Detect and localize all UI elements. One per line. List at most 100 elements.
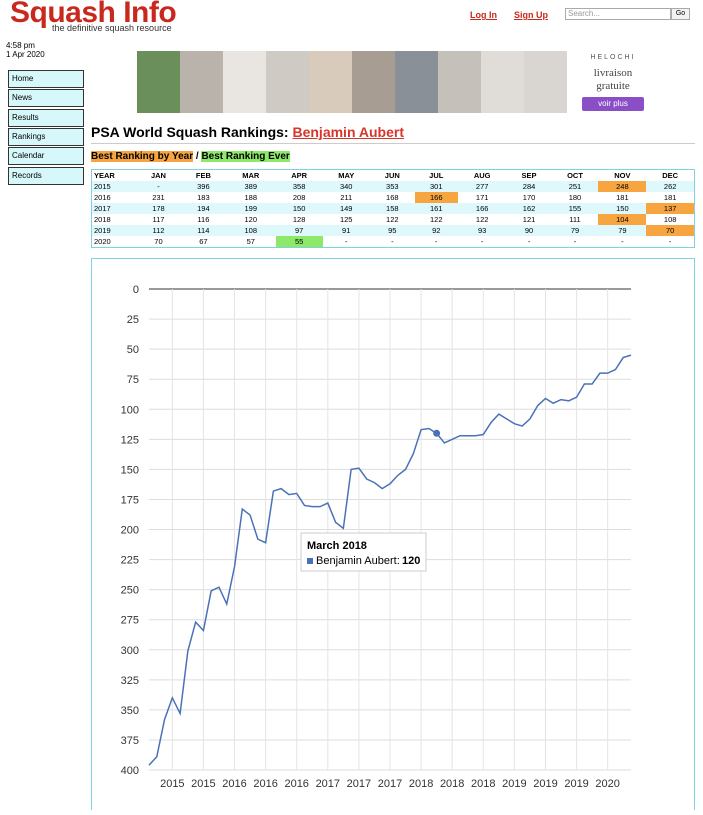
table-cell: 104 (598, 214, 647, 225)
x-tick-label: 2015 (160, 778, 184, 790)
table-cell: 171 (475, 193, 489, 202)
table-cell: 111 (569, 215, 581, 224)
x-tick-label: 2017 (378, 778, 402, 790)
table-cell: 116 (197, 215, 210, 224)
table-cell: 55 (275, 236, 323, 248)
x-tick-label: 2019 (502, 778, 526, 790)
y-tick-label: 175 (121, 494, 139, 506)
table-cell: - (527, 237, 531, 246)
legend-ever: Best Ranking Ever (201, 151, 290, 162)
x-tick-label: 2016 (253, 778, 277, 790)
y-tick-label: 125 (121, 434, 139, 446)
x-tick-label: 2020 (595, 778, 619, 790)
table-cell: 79 (551, 225, 599, 236)
table-cell: 183 (197, 193, 210, 202)
table-cell: 284 (506, 181, 552, 192)
table-cell: 91 (322, 225, 370, 236)
y-tick-label: 350 (121, 705, 139, 717)
table-cell: 170 (522, 193, 536, 202)
legend-sep: / (195, 151, 199, 162)
y-tick-label: 75 (127, 374, 139, 386)
table-cell: 158 (369, 203, 415, 214)
table-cell: 2015 (91, 181, 136, 192)
y-tick-label: 275 (121, 615, 139, 627)
table-cell: - (136, 181, 181, 192)
table-row: 2018 117 116 120 128 125 122 122 122 121 111 104 108 (92, 214, 695, 225)
header-cell: FEB (195, 171, 211, 180)
nav-button[interactable]: Home (8, 70, 84, 88)
ad-line: gratuite (596, 80, 630, 92)
table-cell: 396 (180, 181, 226, 192)
ad-button[interactable]: voir plus (598, 99, 628, 108)
table-cell: 181 (663, 193, 677, 202)
y-tick-label: 100 (121, 404, 139, 416)
table-cell: 248 (598, 181, 647, 192)
legend: Best Ranking by Year / Best Ranking Ever (91, 151, 290, 162)
tagline: the definitive squash resource (52, 23, 172, 33)
table-cell: 178 (136, 203, 181, 214)
player-link[interactable]: Benjamin Aubert (292, 124, 404, 140)
go-button[interactable]: Go (671, 8, 690, 20)
date: 1 Apr 2020 (6, 50, 45, 59)
table-row: 2015-396 389 358 340 353 301 277 284 251 248 262 (91, 181, 695, 192)
ad-brand: HELOCHI (590, 54, 636, 61)
y-tick-label: 250 (121, 585, 139, 597)
table-row: 2017 178 194 199 150 149 158 161 166 162 155 150 137 (91, 203, 695, 214)
x-tick-label: 2016 (284, 778, 308, 790)
table-cell: 2018 (94, 215, 111, 224)
table-cell: 149 (322, 203, 370, 214)
clock: 4:58 pm 1 Apr 2020 (6, 41, 45, 59)
table-cell: 150 (598, 203, 647, 214)
table-cell: 2019 (91, 225, 136, 236)
login-link[interactable]: Log In (470, 10, 497, 20)
table-cell: 122 (386, 215, 399, 224)
table-cell: 194 (180, 203, 226, 214)
tooltip-swatch (307, 558, 313, 564)
ranking-table: YEAR JAN FEB MAR APR MAY JUN JUL AUG SEP OCT NOV DEC… (91, 169, 695, 248)
table-cell: 301 (414, 181, 458, 192)
table-cell: 122 (430, 215, 443, 224)
table-cell: 353 (369, 181, 415, 192)
hover-point (433, 429, 441, 437)
table-cell: 122 (475, 215, 489, 224)
table-cell: 114 (180, 225, 226, 236)
table-cell: 120 (244, 215, 258, 224)
table-cell: - (391, 237, 394, 246)
header-cell: YEAR (94, 171, 115, 180)
title-text: PSA World Squash Rankings: (91, 124, 289, 140)
y-tick-label: 400 (121, 765, 139, 777)
header-cell: JUN (384, 171, 400, 180)
search-input[interactable]: Search... (565, 8, 671, 20)
table-row: 2016 231 183 188 208 211 168 166 171 170 180 181 181 (92, 192, 695, 203)
table-cell: 121 (522, 215, 536, 224)
table-cell: - (480, 237, 484, 246)
page-title: PSA World Squash Rankings: Benjamin Aube… (91, 124, 404, 140)
tooltip-title: March 2018 (307, 540, 367, 552)
signup-link[interactable]: Sign Up (514, 10, 548, 20)
x-tick-label: 2016 (222, 778, 246, 790)
table-cell: 93 (457, 225, 507, 236)
x-tick-label: 2017 (347, 778, 371, 790)
logo[interactable]: Squash Info (10, 0, 177, 29)
advert[interactable]: HELOCHI livraison gratuite voir plus (137, 51, 652, 113)
header-cell: DEC (662, 171, 679, 180)
y-tick-label: 325 (121, 675, 139, 687)
chart: 0 25 50 75 100 125 150 175 200 225 250 275 300 325 350… (121, 284, 632, 790)
table-row: 2020 70 67 57 55 - - - - - - - - (92, 236, 695, 248)
table-cell: 251 (551, 181, 599, 192)
header-cell: APR (291, 171, 308, 180)
table-header: YEAR JAN FEB MAR APR MAY JUN JUL AUG SEP OCT NOV DEC (92, 170, 695, 182)
table-cell: 181 (616, 193, 629, 202)
x-tick-label: 2019 (564, 778, 588, 790)
nav-button[interactable]: Calendar (8, 147, 84, 166)
table-cell: 340 (322, 181, 370, 192)
y-tick-label: 25 (127, 314, 139, 326)
nav-button[interactable]: Records (8, 166, 84, 185)
table-cell: 211 (340, 193, 353, 202)
table-cell: 79 (598, 225, 647, 236)
x-tick-label: 2017 (316, 778, 340, 790)
nav-button[interactable]: News (8, 89, 84, 108)
tooltip-label: Benjamin Aubert: (316, 555, 400, 567)
nav-button[interactable]: Results (8, 108, 84, 127)
nav-button[interactable]: Rankings (8, 127, 84, 146)
